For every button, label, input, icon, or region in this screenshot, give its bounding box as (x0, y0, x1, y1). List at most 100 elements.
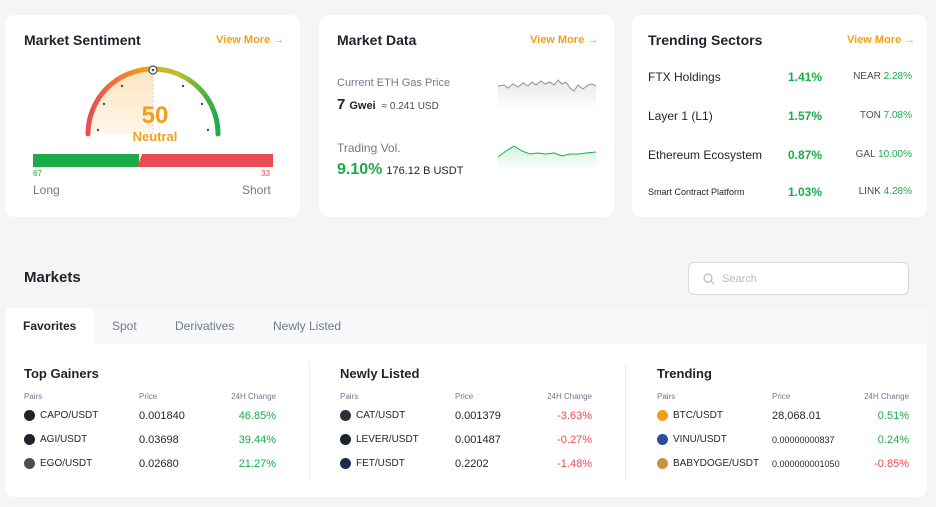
capo-coin-icon (24, 410, 35, 421)
tab-derivatives[interactable]: Derivatives (175, 319, 235, 333)
pairs-header: Pairs (657, 392, 676, 401)
table-row-price: 0.03698 (139, 434, 179, 446)
markets-panel (5, 344, 927, 497)
table-row-price: 0.000000001050 (772, 459, 840, 469)
pair-label: AGI/USDT (40, 434, 88, 445)
agi-coin-icon (24, 434, 35, 445)
ego-coin-icon (24, 458, 35, 469)
gas-usd-value: ≈ 0.241 USD (381, 101, 439, 112)
market-data-view-more-link[interactable]: View More → (530, 34, 599, 46)
sentiment-label: Neutral (132, 129, 178, 144)
table-row-change: 39.44% (238, 434, 276, 446)
search-box (688, 262, 909, 295)
table-row-pair[interactable]: EGO/USDT (24, 458, 92, 469)
table-row-pair[interactable]: FET/USDT (340, 458, 405, 469)
long-label: Long (33, 183, 60, 197)
markets-tabs: Favorites Spot Derivatives Newly Listed (5, 308, 927, 344)
sentiment-gauge (75, 46, 235, 146)
arrow-right-icon: → (587, 34, 599, 46)
column-divider (625, 363, 626, 480)
table-row-pair[interactable]: VINU/USDT (657, 434, 727, 445)
price-header: Price (139, 392, 158, 401)
lever-coin-icon (340, 434, 351, 445)
tab-spot[interactable]: Spot (112, 319, 137, 333)
long-value: 67 (33, 169, 42, 178)
gas-price-sparkline (498, 79, 596, 110)
trading-volume-pct: 9.10% (337, 161, 383, 178)
market-data-card (319, 15, 614, 217)
market-group-title: Trending (657, 366, 712, 381)
table-row-change: 46.85% (238, 410, 276, 422)
table-row-change: 0.24% (877, 434, 909, 446)
table-row-change: -0.85% (874, 458, 909, 470)
sector-top-coin: TON 7.08% (859, 110, 912, 121)
pair-label: BTC/USDT (673, 410, 723, 421)
table-row-pair[interactable]: BTC/USDT (657, 410, 723, 421)
markets-title: Markets (24, 269, 81, 286)
short-label: Short (242, 183, 271, 197)
market-sentiment-title: Market Sentiment (24, 32, 141, 48)
change-header: 24H Change (864, 392, 909, 401)
arrow-right-icon: → (273, 34, 285, 46)
trading-volume-row: 9.10% 176.12 B USDT (337, 161, 463, 179)
sector-top-coin: GAL 10.00% (855, 149, 912, 160)
price-header: Price (772, 392, 791, 401)
sector-change: 1.57% (788, 109, 823, 123)
vinu-coin-icon (657, 434, 668, 445)
sector-change: 1.03% (788, 185, 823, 199)
table-row-price: 0.001379 (455, 410, 501, 422)
market-data-title: Market Data (337, 32, 417, 48)
tab-favorites[interactable]: Favorites (5, 308, 95, 344)
pair-label: CAT/USDT (356, 410, 406, 421)
gas-price-row: 7 Gwei ≈ 0.241 USD (337, 96, 439, 114)
sector-change: 1.41% (788, 70, 823, 84)
gas-price-label: Current ETH Gas Price (337, 77, 451, 89)
table-row-change: 21.27% (238, 458, 276, 470)
pair-label: FET/USDT (356, 458, 405, 469)
pairs-header: Pairs (24, 392, 43, 401)
table-row-change: -1.48% (557, 458, 592, 470)
sentiment-view-more-link[interactable]: View More → (216, 34, 285, 46)
trending-sectors-card (632, 15, 927, 217)
table-row-pair[interactable]: AGI/USDT (24, 434, 87, 445)
table-row-price: 28,068.01 (772, 410, 821, 422)
gas-unit: Gwei (349, 100, 376, 112)
cat-coin-icon (340, 410, 351, 421)
table-row-pair[interactable]: BABYDOGE/USDT (657, 458, 759, 469)
sector-name[interactable]: Smart Contract Platform (648, 187, 745, 197)
long-short-ratio-bar (33, 154, 273, 167)
arrow-right-icon: → (904, 34, 916, 46)
pair-label: BABYDOGE/USDT (673, 458, 760, 469)
babydoge-coin-icon (657, 458, 668, 469)
trading-volume-amount: 176.12 B USDT (386, 165, 464, 177)
table-row-change: -3.63% (557, 410, 592, 422)
short-bar-segment (137, 154, 273, 167)
table-row-price: 0.001840 (139, 410, 185, 422)
pairs-header: Pairs (340, 392, 359, 401)
long-bar-segment (33, 154, 140, 167)
gas-price-value: 7 (337, 96, 346, 113)
trending-sectors-title: Trending Sectors (648, 32, 763, 48)
market-group-title: Top Gainers (24, 366, 99, 381)
table-row-pair[interactable]: CAT/USDT (340, 410, 405, 421)
change-header: 24H Change (231, 392, 276, 401)
table-row-pair[interactable]: LEVER/USDT (340, 434, 419, 445)
table-row-pair[interactable]: CAPO/USDT (24, 410, 98, 421)
sector-name[interactable]: FTX Holdings (648, 70, 721, 84)
search-input[interactable] (722, 271, 892, 287)
sector-top-coin: NEAR 2.28% (853, 71, 912, 82)
btc-coin-icon (657, 410, 668, 421)
price-header: Price (455, 392, 474, 401)
column-divider (309, 363, 310, 480)
sentiment-value: 50 (141, 102, 169, 129)
short-value: 33 (261, 169, 270, 178)
table-row-price: 0.02680 (139, 458, 179, 470)
pair-label: VINU/USDT (673, 434, 727, 445)
trading-volume-sparkline (498, 145, 596, 170)
search-icon (703, 273, 715, 285)
table-row-change: -0.27% (557, 434, 592, 446)
sector-name[interactable]: Ethereum Ecosystem (648, 148, 763, 162)
sectors-view-more-link[interactable]: View More → (847, 34, 916, 46)
tab-newly-listed[interactable]: Newly Listed (273, 319, 342, 333)
sector-name[interactable]: Layer 1 (L1) (648, 109, 713, 123)
